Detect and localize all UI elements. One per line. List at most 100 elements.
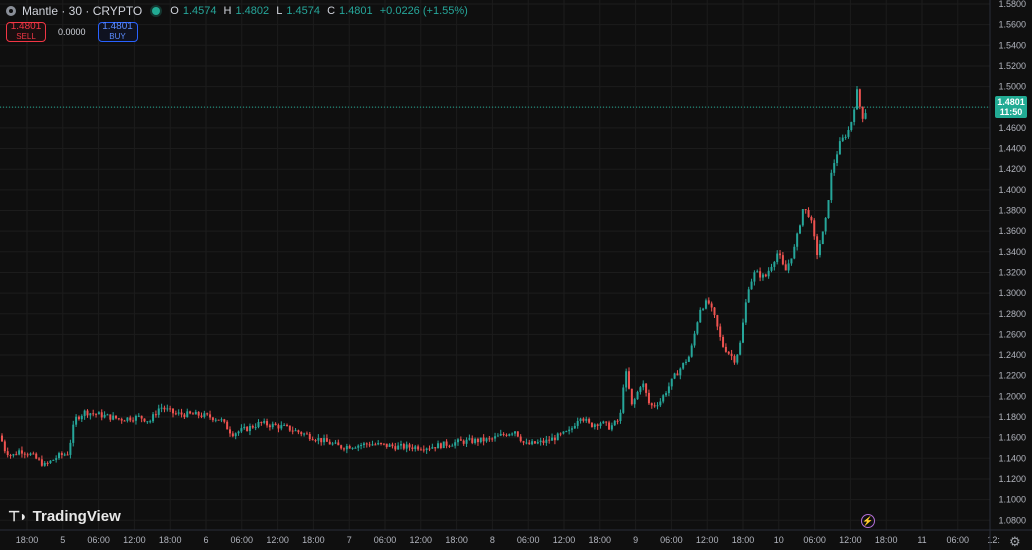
- candle-body: [197, 411, 200, 416]
- x-tick-label: 11: [917, 535, 926, 545]
- candle-body: [311, 439, 314, 441]
- candle-body: [582, 418, 585, 421]
- candle-body: [331, 443, 334, 445]
- candle-body: [687, 356, 690, 362]
- tradingview-logo-icon: ⊤◗: [8, 508, 28, 524]
- candle-body: [368, 444, 371, 446]
- candle-body: [625, 371, 628, 388]
- candle-body: [442, 441, 445, 449]
- candle-body: [454, 442, 457, 446]
- candle-body: [479, 437, 482, 443]
- candle-body: [619, 412, 622, 421]
- candle-body: [548, 439, 551, 441]
- candle-body: [340, 445, 343, 449]
- candle-body: [434, 447, 437, 449]
- candle-body: [354, 447, 357, 449]
- sell-button[interactable]: 1.4801 SELL: [6, 22, 46, 42]
- candle-body: [667, 386, 670, 394]
- candle-body: [240, 428, 243, 432]
- candle-body: [277, 425, 280, 429]
- candle-body: [613, 420, 616, 426]
- settings-gear-icon[interactable]: ⚙: [1009, 534, 1021, 549]
- candle-body: [545, 439, 548, 443]
- candle-body: [494, 436, 497, 439]
- candle-body: [92, 413, 95, 415]
- candle-body: [465, 439, 468, 444]
- candle-body: [459, 439, 462, 441]
- candle-body: [414, 446, 417, 449]
- candle-body: [742, 322, 744, 343]
- candle-body: [773, 262, 776, 267]
- candle-body: [764, 274, 767, 277]
- x-tick-label: 06:00: [374, 535, 397, 545]
- candle-body: [303, 433, 306, 435]
- spread-value: 0.0000: [58, 27, 86, 37]
- candle-body: [474, 438, 477, 443]
- candle-body: [137, 415, 140, 417]
- candle-body: [767, 270, 770, 277]
- candle-body: [816, 236, 819, 256]
- candle-body: [120, 418, 123, 421]
- candle-body: [12, 454, 15, 456]
- candle-body: [636, 391, 639, 400]
- symbol-title[interactable]: Mantle · 30 · CRYPTO: [22, 4, 143, 18]
- y-tick-label: 1.5600: [998, 20, 1026, 30]
- candle-body: [95, 413, 98, 415]
- candle-body: [482, 437, 485, 442]
- candle-body: [234, 433, 237, 437]
- candle-body: [451, 445, 454, 447]
- candle-body: [214, 419, 217, 421]
- low-key: L: [276, 5, 283, 17]
- candle-body: [343, 448, 345, 450]
- candle-body: [781, 255, 784, 265]
- candle-body: [727, 351, 730, 354]
- candle-body: [502, 433, 505, 435]
- candle-body: [1, 435, 3, 442]
- candle-body: [462, 440, 465, 444]
- high-key: H: [223, 5, 232, 17]
- candle-body: [257, 422, 260, 428]
- candle-body: [821, 231, 824, 245]
- x-tick-label: 12:00: [696, 535, 719, 545]
- candle-body: [713, 307, 716, 316]
- candle-body: [408, 444, 411, 448]
- candle-body: [801, 209, 804, 226]
- candle-body: [505, 434, 508, 436]
- x-tick-label: 6: [203, 535, 208, 545]
- candle-body: [166, 408, 169, 410]
- y-tick-label: 1.3200: [998, 267, 1026, 277]
- candle-body: [790, 258, 793, 264]
- candle-body: [246, 426, 249, 432]
- buy-button[interactable]: 1.4801 BUY: [97, 22, 138, 42]
- candle-body: [756, 271, 759, 273]
- tradingview-logo[interactable]: ⊤◗ TradingView: [8, 508, 121, 525]
- candle-body: [596, 424, 599, 426]
- candle-body: [77, 416, 80, 420]
- candle-body: [83, 410, 86, 416]
- candle-body: [360, 445, 363, 447]
- candle-body: [140, 415, 143, 419]
- candle-body: [97, 412, 100, 415]
- candle-body: [248, 425, 251, 432]
- candle-body: [437, 443, 440, 449]
- candle-body: [334, 442, 337, 444]
- candle-body: [377, 442, 380, 445]
- candle-body: [123, 420, 126, 422]
- candle-body: [66, 454, 69, 456]
- candle-body: [610, 425, 613, 430]
- bar-countdown: 11:50: [999, 107, 1023, 118]
- candle-body: [217, 419, 220, 421]
- candle-body: [491, 438, 494, 440]
- candle-body: [271, 423, 274, 428]
- x-tick-label: 12:00: [123, 535, 146, 545]
- candle-body: [676, 373, 679, 376]
- lightning-icon[interactable]: ⚡: [861, 514, 875, 528]
- candle-body: [417, 446, 420, 450]
- sell-label: SELL: [16, 32, 36, 41]
- candle-body: [328, 441, 331, 445]
- candle-body: [32, 453, 35, 455]
- candle-body: [784, 264, 787, 271]
- last-price-value: 1.4801: [997, 97, 1025, 108]
- candle-body: [371, 444, 374, 446]
